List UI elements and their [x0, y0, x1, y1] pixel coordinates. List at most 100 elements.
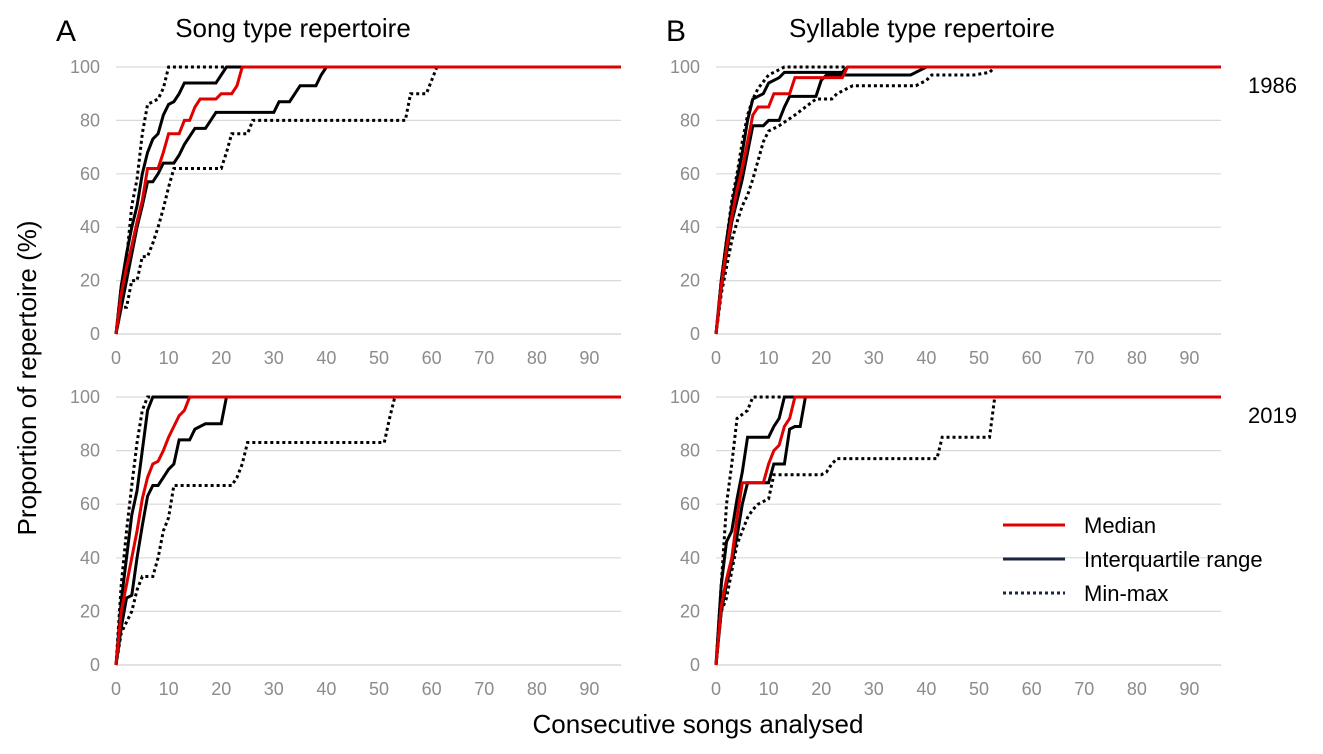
- x-tick-label: 90: [1179, 348, 1199, 368]
- y-tick-label: 100: [670, 57, 700, 77]
- y-tick-label: 80: [80, 110, 100, 130]
- y-tick-label: 0: [90, 324, 100, 344]
- panel-3: 0 20 40 60 80 100 0 10 20 30 40 50 60 70 80 90: [70, 387, 621, 699]
- y-tick-label: 20: [680, 601, 700, 621]
- year-label: 2019: [1248, 403, 1297, 428]
- x-tick-label: 80: [1127, 348, 1147, 368]
- legend: Median Interquartile range Min-max: [1003, 513, 1263, 606]
- x-tick-label: 90: [579, 679, 599, 699]
- y-tick-label: 0: [690, 655, 700, 675]
- interquartile-range-line: [714, 65, 1221, 335]
- y-tick-label: 60: [80, 494, 100, 514]
- x-tick-label: 40: [916, 348, 936, 368]
- y-tick-label: 20: [80, 271, 100, 291]
- x-tick-label: 0: [711, 348, 721, 368]
- x-tick-label: 90: [579, 348, 599, 368]
- median-line: [114, 65, 621, 335]
- interquartile-range-line: [114, 65, 621, 335]
- median-line: [114, 395, 621, 666]
- x-tick-label: 40: [316, 348, 336, 368]
- interquartile-range-line: [714, 65, 1221, 335]
- x-tick-label: 80: [527, 679, 547, 699]
- x-tick-label: 30: [264, 679, 284, 699]
- x-tick-label: 60: [1022, 679, 1042, 699]
- x-tick-label: 30: [864, 679, 884, 699]
- y-tick-label: 20: [680, 271, 700, 291]
- y-tick-label: 80: [80, 441, 100, 461]
- y-tick-label: 100: [670, 387, 700, 407]
- year-label: 1986: [1248, 73, 1297, 98]
- x-tick-label: 60: [422, 348, 442, 368]
- y-tick-label: 40: [80, 548, 100, 568]
- y-tick-label: 60: [680, 164, 700, 184]
- min-max-line: [114, 65, 621, 335]
- min-max-line: [714, 395, 1221, 666]
- x-axis-title: Consecutive songs analysed: [533, 709, 864, 739]
- x-tick-label: 50: [369, 679, 389, 699]
- interquartile-range-line: [114, 395, 621, 666]
- y-tick-label: 80: [680, 441, 700, 461]
- x-tick-label: 0: [111, 348, 121, 368]
- panel-2: 0 20 40 60 80 100 0 10 20 30 40 50 60 70 80 90 B Syllable…: [666, 13, 1297, 368]
- y-tick-label: 0: [90, 655, 100, 675]
- x-tick-label: 20: [811, 348, 831, 368]
- x-tick-label: 20: [211, 679, 231, 699]
- x-tick-label: 60: [422, 679, 442, 699]
- y-tick-label: 40: [680, 217, 700, 237]
- y-tick-label: 0: [690, 324, 700, 344]
- interquartile-range-line: [114, 395, 621, 666]
- x-tick-label: 80: [527, 348, 547, 368]
- x-tick-label: 60: [1022, 348, 1042, 368]
- median-line: [714, 395, 1221, 666]
- interquartile-range-line: [714, 395, 1221, 666]
- x-tick-label: 70: [474, 348, 494, 368]
- y-tick-label: 100: [70, 57, 100, 77]
- legend-label: Min-max: [1084, 581, 1168, 606]
- x-tick-label: 10: [759, 348, 779, 368]
- y-tick-label: 60: [680, 494, 700, 514]
- panel-title: Syllable type repertoire: [789, 13, 1055, 43]
- min-max-line: [714, 395, 1221, 666]
- y-tick-label: 100: [70, 387, 100, 407]
- x-tick-label: 80: [1127, 679, 1147, 699]
- x-tick-label: 20: [811, 679, 831, 699]
- x-tick-label: 10: [759, 679, 779, 699]
- min-max-line: [714, 65, 1221, 335]
- legend-label: Interquartile range: [1084, 547, 1263, 572]
- y-tick-label: 20: [80, 601, 100, 621]
- legend-label: Median: [1084, 513, 1156, 538]
- x-tick-label: 30: [864, 348, 884, 368]
- x-tick-label: 0: [711, 679, 721, 699]
- x-tick-label: 10: [159, 348, 179, 368]
- x-tick-label: 10: [159, 679, 179, 699]
- y-tick-label: 40: [80, 217, 100, 237]
- x-tick-label: 40: [916, 679, 936, 699]
- x-tick-label: 0: [111, 679, 121, 699]
- x-tick-label: 40: [316, 679, 336, 699]
- x-tick-label: 50: [969, 348, 989, 368]
- x-tick-label: 30: [264, 348, 284, 368]
- y-axis-title: Proportion of repertoire (%): [12, 220, 42, 535]
- x-tick-label: 70: [474, 679, 494, 699]
- y-tick-label: 60: [80, 164, 100, 184]
- panel-letter: B: [666, 15, 686, 48]
- panel-4: 0 20 40 60 80 100 0 10 20 30 40 50 60 70 80 90 2019: [670, 387, 1297, 699]
- x-tick-label: 20: [211, 348, 231, 368]
- min-max-line: [114, 395, 621, 666]
- x-tick-label: 70: [1074, 348, 1094, 368]
- panel-title: Song type repertoire: [175, 13, 411, 43]
- panel-letter: A: [56, 15, 76, 48]
- x-tick-label: 90: [1179, 679, 1199, 699]
- x-tick-label: 70: [1074, 679, 1094, 699]
- median-line: [714, 65, 1221, 335]
- panel-1: 0 20 40 60 80 100 0 10 20 30 40 50 60 70 80 90 A Song typ…: [56, 13, 621, 368]
- min-max-line: [114, 65, 621, 335]
- x-tick-label: 50: [969, 679, 989, 699]
- y-tick-label: 80: [680, 110, 700, 130]
- y-tick-label: 40: [680, 548, 700, 568]
- interquartile-range-line: [114, 65, 621, 335]
- min-max-line: [714, 65, 1221, 335]
- x-tick-label: 50: [369, 348, 389, 368]
